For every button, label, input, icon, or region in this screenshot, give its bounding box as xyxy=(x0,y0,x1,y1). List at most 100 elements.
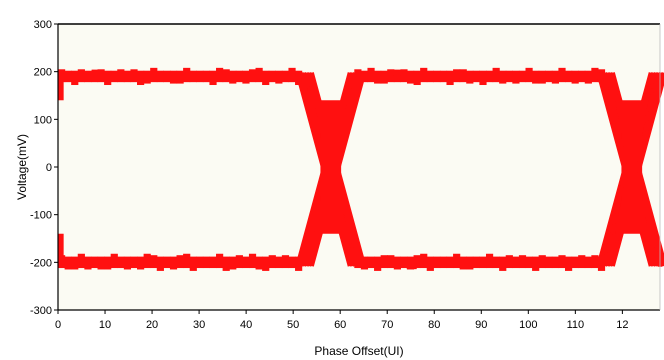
trace-segment xyxy=(235,70,243,83)
trace-segment xyxy=(459,256,467,270)
trace-segment xyxy=(525,256,533,269)
trace-segment xyxy=(104,70,112,86)
trace-segment xyxy=(156,70,164,83)
jitter-pixel xyxy=(610,246,615,251)
trace-segment xyxy=(163,256,171,269)
trace-segment xyxy=(374,256,382,271)
trace-segment xyxy=(117,256,125,269)
eye-left-edge-bottom xyxy=(58,233,64,268)
trace-segment xyxy=(281,70,290,83)
trace-segment xyxy=(229,70,237,84)
trace-segment xyxy=(505,70,513,83)
y-tick-label: -200 xyxy=(30,257,52,269)
trace-segment xyxy=(545,70,553,83)
trace-bump xyxy=(101,263,112,270)
trace-segment xyxy=(288,256,296,269)
trace-segment xyxy=(183,253,191,269)
jitter-pixel xyxy=(648,88,653,93)
y-tick-label: 0 xyxy=(46,162,52,174)
trace-segment xyxy=(150,255,158,269)
trace-segment xyxy=(512,70,520,84)
x-tick-label: 50 xyxy=(287,319,299,331)
trace-segment xyxy=(367,67,375,83)
trace-segment xyxy=(143,253,151,269)
x-tick-label: 110 xyxy=(567,319,585,331)
trace-segment xyxy=(551,256,560,269)
trace-segment xyxy=(406,70,415,84)
eye-trace xyxy=(58,67,664,271)
trace-segment xyxy=(439,256,448,269)
trace-segment xyxy=(77,253,85,269)
trace-segment xyxy=(176,70,184,84)
y-tick-label: -300 xyxy=(30,305,52,317)
trace-segment xyxy=(156,256,164,271)
trace-segment xyxy=(183,67,191,83)
trace-segment xyxy=(558,67,566,83)
trace-segment xyxy=(64,256,72,270)
trace-segment xyxy=(216,253,224,269)
trace-segment xyxy=(235,255,243,269)
trace-segment xyxy=(420,253,428,269)
trace-segment xyxy=(275,256,283,269)
trace-segment xyxy=(532,256,540,271)
trace-segment xyxy=(426,70,434,83)
trace-segment xyxy=(123,256,132,270)
trace-segment xyxy=(505,255,513,269)
trace-bump xyxy=(138,72,149,79)
trace-segment xyxy=(281,255,290,269)
trace-segment xyxy=(71,70,79,86)
trace-bump xyxy=(392,69,403,76)
trace-segment xyxy=(262,70,270,86)
trace-segment xyxy=(163,70,171,83)
y-axis-ticks: 300 200 100 0 -100 -200 -300 xyxy=(30,19,58,317)
x-tick-label: 10 xyxy=(99,319,111,331)
trace-segment xyxy=(591,67,599,83)
trace-segment xyxy=(492,256,500,269)
x-tick-label: 20 xyxy=(146,319,158,331)
jitter-pixel xyxy=(601,260,606,265)
trace-segment xyxy=(110,253,118,269)
trace-segment xyxy=(242,256,250,269)
trace-segment xyxy=(479,256,487,269)
trace-bump xyxy=(204,261,215,268)
trace-segment xyxy=(538,255,546,269)
trace-segment xyxy=(374,70,382,84)
trace-segment xyxy=(176,255,184,269)
eye-top-rail-2 xyxy=(354,67,606,86)
trace-segment xyxy=(84,256,92,270)
trace-segment xyxy=(413,255,421,269)
trace-segment xyxy=(380,255,388,269)
trace-segment xyxy=(400,69,408,83)
trace-segment xyxy=(130,69,138,83)
trace-segment xyxy=(433,70,441,83)
trace-segment xyxy=(268,255,276,269)
jitter-pixel xyxy=(300,74,305,79)
trace-segment xyxy=(525,67,533,83)
eye-crossing-1 xyxy=(295,72,367,267)
jitter-pixel xyxy=(650,243,655,248)
trace-segment xyxy=(248,253,257,269)
trace-segment xyxy=(538,70,546,84)
trace-segment xyxy=(446,70,454,86)
trace-segment xyxy=(472,256,480,269)
trace-segment xyxy=(492,67,500,83)
trace-segment xyxy=(71,256,79,270)
trace-segment xyxy=(169,70,178,84)
trace-segment xyxy=(393,70,401,83)
crossing-belly xyxy=(314,100,348,234)
trace-segment xyxy=(413,70,421,86)
trace-segment xyxy=(571,70,579,84)
trace-segment xyxy=(255,256,263,270)
x-tick-label: 12 xyxy=(616,319,628,331)
trace-segment xyxy=(578,70,586,83)
jitter-pixel xyxy=(307,86,312,91)
trace-segment xyxy=(558,255,566,269)
x-tick-label: 40 xyxy=(240,319,252,331)
trace-segment xyxy=(420,67,428,83)
trace-segment xyxy=(110,70,118,83)
trace-segment xyxy=(104,256,112,270)
y-axis-label: Voltage(mV) xyxy=(15,134,29,200)
trace-segment xyxy=(578,255,586,269)
y-tick-label: 200 xyxy=(34,67,52,79)
